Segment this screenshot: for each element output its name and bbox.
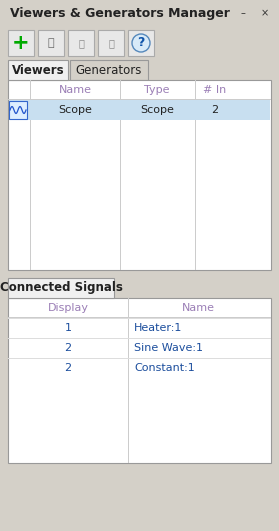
Bar xyxy=(8,30,34,56)
Bar xyxy=(128,30,154,56)
Bar xyxy=(195,80,196,270)
Text: 🔗: 🔗 xyxy=(78,38,84,48)
Text: 1: 1 xyxy=(64,323,71,333)
Bar xyxy=(70,60,148,80)
Text: ?: ? xyxy=(137,37,145,49)
Bar xyxy=(120,80,121,270)
Bar xyxy=(8,278,114,298)
Text: +: + xyxy=(12,33,30,53)
Bar xyxy=(8,298,271,463)
Text: Display: Display xyxy=(47,303,88,313)
Text: 2: 2 xyxy=(211,105,218,115)
Text: ⎉: ⎉ xyxy=(48,38,54,48)
Text: Name: Name xyxy=(182,303,215,313)
Text: Generators: Generators xyxy=(76,64,142,76)
Bar xyxy=(9,101,27,119)
Text: –: – xyxy=(240,8,246,18)
Text: # In: # In xyxy=(203,85,227,95)
Text: Scope: Scope xyxy=(58,105,92,115)
Text: Viewers: Viewers xyxy=(12,64,64,76)
Bar xyxy=(68,30,94,56)
Text: 🗑: 🗑 xyxy=(108,38,114,48)
Bar xyxy=(8,99,271,100)
Text: Type: Type xyxy=(144,85,170,95)
Text: Connected Signals: Connected Signals xyxy=(0,281,122,295)
Text: ×: × xyxy=(261,8,269,18)
Text: Name: Name xyxy=(59,85,92,95)
Circle shape xyxy=(132,34,150,52)
Bar xyxy=(9,100,270,120)
Text: Sine Wave:1: Sine Wave:1 xyxy=(134,343,203,353)
Text: Scope: Scope xyxy=(140,105,174,115)
Text: 2: 2 xyxy=(64,343,71,353)
Bar xyxy=(8,80,271,270)
Bar xyxy=(128,298,129,463)
Text: 2: 2 xyxy=(64,363,71,373)
Bar xyxy=(8,317,271,318)
Bar xyxy=(8,60,68,80)
Text: Constant:1: Constant:1 xyxy=(134,363,195,373)
Text: Heater:1: Heater:1 xyxy=(134,323,182,333)
Bar xyxy=(30,80,31,270)
Text: Viewers & Generators Manager: Viewers & Generators Manager xyxy=(10,6,230,20)
Bar xyxy=(8,318,271,319)
Bar xyxy=(38,30,64,56)
Bar xyxy=(98,30,124,56)
